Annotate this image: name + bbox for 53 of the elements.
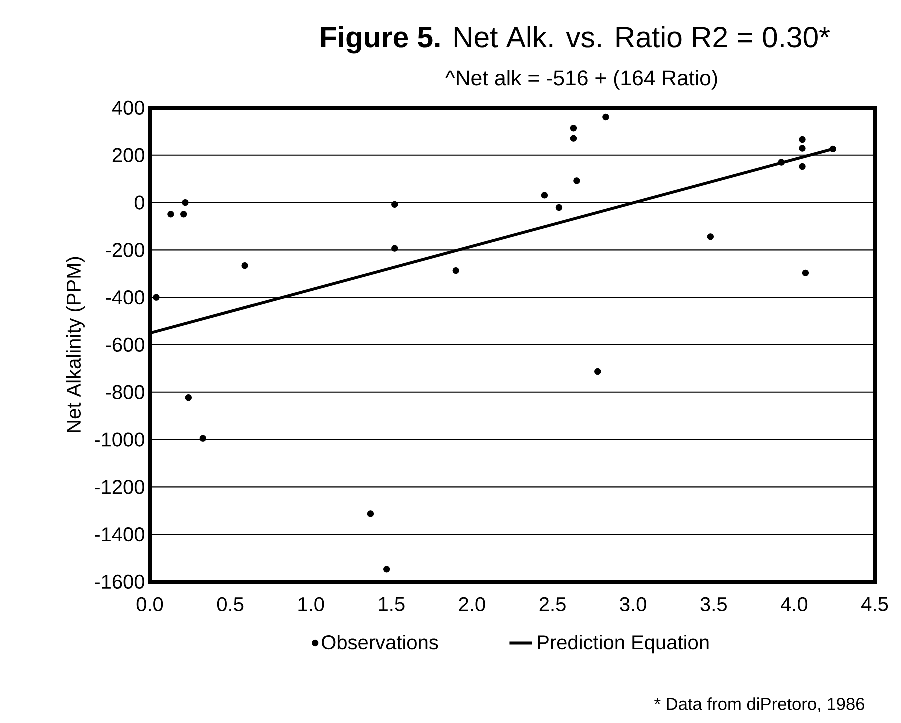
point — [778, 159, 785, 166]
y-tick-label: 200 — [112, 148, 144, 162]
point — [802, 270, 810, 277]
text: * Data from diPretoro, 1986 — [654, 698, 865, 712]
point — [153, 294, 160, 301]
x-tick-label: 2.0 — [459, 597, 486, 612]
y-tick-label: -1600 — [95, 574, 144, 590]
y-tick-label: -1200 — [95, 480, 144, 494]
point — [707, 234, 714, 240]
x-tick-label: 4.5 — [862, 597, 888, 612]
point — [200, 435, 207, 442]
chart-title: Figure 5. Net Alk. vs. Ratio R2 = 0.30* — [321, 26, 830, 54]
x-tick-label: 3.5 — [700, 597, 727, 612]
point — [541, 192, 548, 199]
x-tick-label: 4.0 — [781, 597, 808, 612]
x-tick-label: 0.0 — [136, 597, 164, 612]
point — [452, 267, 460, 274]
point — [367, 510, 374, 518]
x-tick-label: 3.0 — [620, 597, 646, 612]
point — [799, 145, 806, 152]
point — [574, 178, 580, 184]
point — [242, 262, 248, 270]
y-tick-label: -1000 — [95, 432, 144, 447]
point — [185, 394, 192, 402]
point — [570, 125, 578, 132]
point — [830, 146, 836, 153]
legend-label: Observations — [322, 634, 438, 650]
x-tick-label: 1.0 — [298, 597, 324, 612]
y-tick-label: 400 — [112, 100, 144, 116]
y-axis-title: Net Alkalinity (PPM) — [66, 257, 85, 432]
x-tick-label: 2.5 — [540, 597, 566, 612]
legend-label: Prediction Equation — [538, 634, 709, 654]
chart-subtitle: ^Net alk = -516 + (164 Ratio) — [445, 70, 718, 90]
point — [182, 199, 189, 206]
x-tick-label: 1.5 — [379, 597, 405, 612]
point — [799, 163, 806, 170]
point — [383, 566, 390, 573]
point — [392, 245, 398, 252]
point — [556, 204, 563, 212]
y-tick-label: -1400 — [95, 528, 144, 542]
y-tick-label: -600 — [106, 338, 144, 352]
y-tick-label: 0 — [134, 196, 144, 210]
x-tick-label: 0.5 — [217, 597, 244, 612]
point — [180, 211, 188, 218]
point — [168, 211, 174, 218]
point — [602, 114, 610, 121]
y-tick-label: -400 — [106, 290, 144, 305]
y-tick-label: -200 — [106, 243, 144, 258]
point — [570, 135, 578, 142]
point — [799, 136, 806, 144]
y-tick-label: -800 — [106, 385, 144, 400]
point — [594, 368, 602, 376]
point — [392, 201, 398, 208]
